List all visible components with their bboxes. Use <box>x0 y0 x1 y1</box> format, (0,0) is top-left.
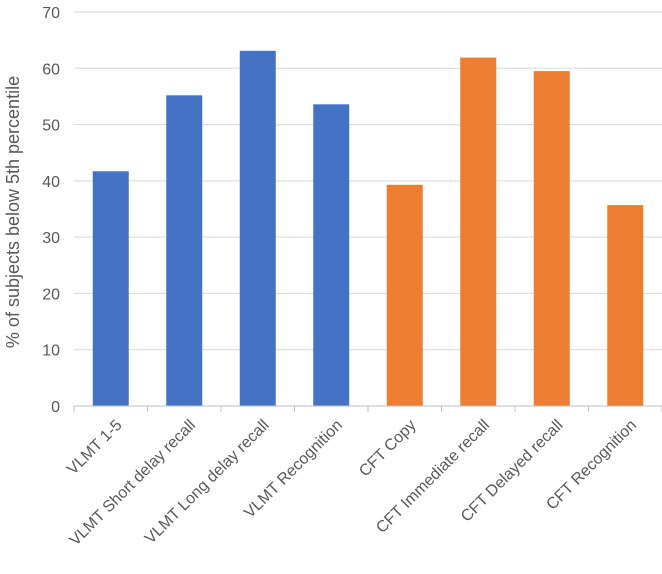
x-tick-label: VLMT 1-5 <box>64 417 126 479</box>
x-axis-ticks <box>73 406 662 412</box>
bar <box>533 71 570 406</box>
y-tick-label: 60 <box>42 61 60 78</box>
y-axis-ticks: 0 10 20 30 40 50 60 70 <box>42 5 60 416</box>
y-tick-label: 10 <box>42 343 60 360</box>
gridlines <box>74 11 662 351</box>
y-tick-label: 30 <box>42 230 60 247</box>
bar <box>460 57 497 406</box>
bars <box>92 50 644 407</box>
bar <box>166 95 203 406</box>
bar <box>386 184 423 406</box>
bar <box>239 50 276 406</box>
bar <box>607 205 644 406</box>
y-tick-label: 0 <box>51 399 60 416</box>
bar <box>313 104 350 407</box>
x-tick-label: VLMT Short delay recall <box>67 417 200 550</box>
bar <box>92 171 129 406</box>
y-tick-label: 20 <box>42 286 60 303</box>
y-tick-label: 70 <box>42 5 60 22</box>
y-axis-label: % of subjects below 5th percentile <box>3 76 23 348</box>
x-tick-label: CFT Copy <box>356 417 419 480</box>
x-tick-label: VLMT Long delay recall <box>142 417 273 548</box>
y-tick-label: 50 <box>42 118 60 135</box>
y-tick-label: 40 <box>42 174 60 191</box>
